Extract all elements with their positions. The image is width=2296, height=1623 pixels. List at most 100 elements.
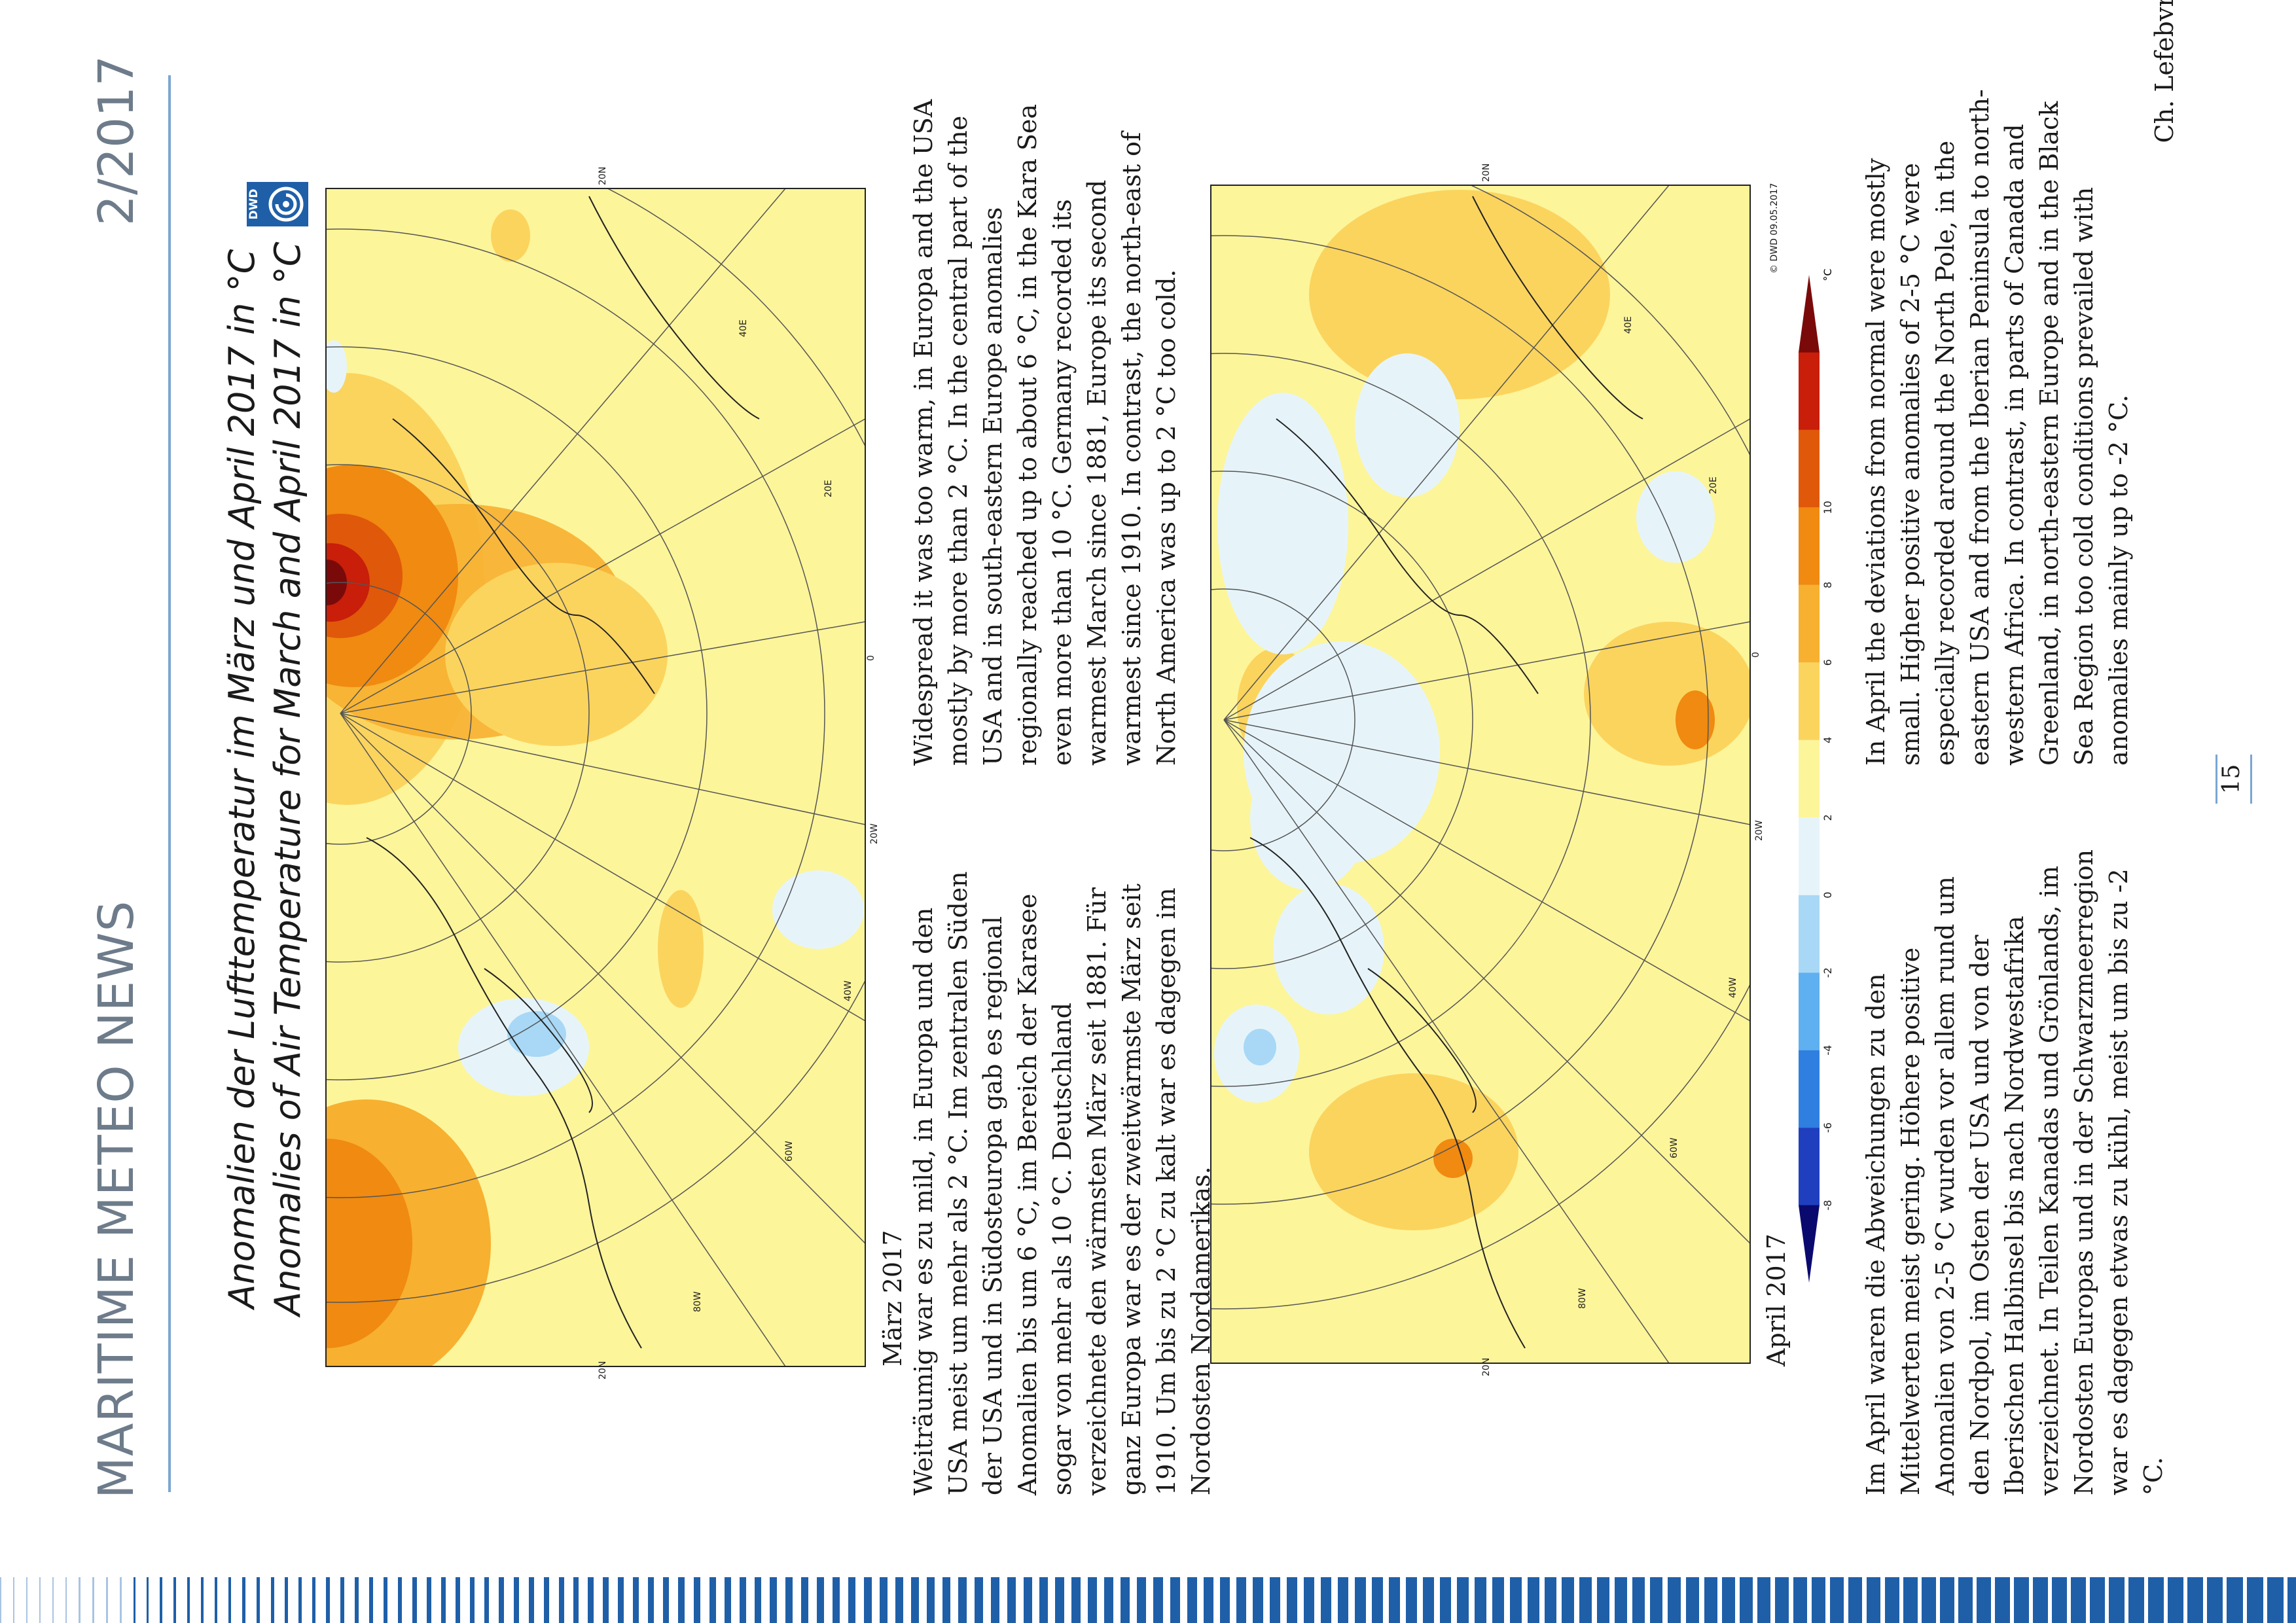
colorbar-tick-label: -6 (1821, 1122, 1834, 1133)
stripe (215, 1577, 217, 1623)
colorbar-tick-label: 8 (1821, 582, 1834, 588)
stripe (1528, 1577, 1539, 1623)
stripe (958, 1577, 967, 1623)
stripe (1704, 1577, 1717, 1623)
stripe (1204, 1577, 1213, 1623)
stripe (2052, 1577, 2067, 1623)
stripe (369, 1577, 373, 1623)
stripe (1071, 1577, 1081, 1623)
stripe (147, 1577, 149, 1623)
march-text-en: Widespread it was too warm, in Europa an… (909, 99, 1181, 766)
stripe (484, 1577, 489, 1623)
stripe (1039, 1577, 1048, 1623)
title-english: Anomalies of Air Temperature for March a… (267, 241, 308, 1316)
stripe (1088, 1577, 1097, 1623)
stripe (355, 1577, 359, 1623)
april-lon-60w: 60W (1669, 1137, 1679, 1158)
stripe (785, 1577, 793, 1623)
stripe (1757, 1577, 1770, 1623)
stripe (1170, 1577, 1180, 1623)
stripe (1545, 1577, 1556, 1623)
stripe (1321, 1577, 1331, 1623)
stripe (1121, 1577, 1130, 1623)
stripe (2187, 1577, 2203, 1623)
stripe (2128, 1577, 2144, 1623)
stripe (633, 1577, 639, 1623)
colorbar-segment (1799, 1050, 1820, 1128)
stripe (1885, 1577, 1899, 1623)
stripe (1830, 1577, 1844, 1623)
stripe (1793, 1577, 1807, 1623)
stripe (1903, 1577, 1918, 1623)
stripe (1510, 1577, 1522, 1623)
stripe (864, 1577, 872, 1623)
stripe (173, 1577, 176, 1623)
march-lat-20n-bottom: 20N (598, 1361, 608, 1380)
colorbar-segment (1799, 507, 1820, 585)
march-lon-0: 0 (866, 655, 876, 661)
stripe (709, 1577, 716, 1623)
stripe (1867, 1577, 1880, 1623)
april-lon-40w: 40W (1728, 977, 1738, 998)
stripe (13, 1577, 14, 1623)
stripe (412, 1577, 417, 1623)
april-lon-20w: 20W (1754, 820, 1765, 841)
stripe (1355, 1577, 1366, 1623)
colorbar-tick-label: 0 (1821, 892, 1834, 899)
stripe (618, 1577, 624, 1623)
decorative-stripes (0, 1577, 2296, 1623)
march-lon-40w: 40W (843, 980, 853, 1001)
stripe (1475, 1577, 1486, 1623)
stripe (991, 1577, 999, 1623)
colorbar-segment (1799, 972, 1820, 1050)
april-lon-0: 0 (1751, 652, 1761, 658)
stripe (1406, 1577, 1417, 1623)
stripe (1686, 1577, 1699, 1623)
stripe (106, 1577, 108, 1623)
stripe (1632, 1577, 1645, 1623)
colorbar-segment (1799, 275, 1820, 353)
march-lon-80w: 80W (692, 1291, 703, 1312)
stripe (975, 1577, 983, 1623)
stripe (1372, 1577, 1383, 1623)
stripe (770, 1577, 777, 1623)
stripe (1187, 1577, 1197, 1623)
stripe (880, 1577, 888, 1623)
stripe (441, 1577, 446, 1623)
stripe (1423, 1577, 1434, 1623)
stripe (2148, 1577, 2164, 1623)
publication-title: MARITIME METEO NEWS (88, 900, 145, 1499)
stripe (326, 1577, 330, 1623)
stripe (2033, 1577, 2048, 1623)
colorbar-segment (1799, 429, 1820, 508)
stripe (2227, 1577, 2243, 1623)
april-text-en: In April the deviations from normal were… (1861, 89, 2133, 766)
stripe (648, 1577, 654, 1623)
stripe (298, 1577, 302, 1623)
stripe (1562, 1577, 1574, 1623)
stripe (1848, 1577, 1862, 1623)
colorbar-segment (1799, 1128, 1820, 1205)
stripe (1958, 1577, 1973, 1623)
stripe (271, 1577, 274, 1623)
stripe (1338, 1577, 1348, 1623)
colorbar-segment (1799, 352, 1820, 430)
stripe (312, 1577, 315, 1623)
stripe (895, 1577, 903, 1623)
stripe (603, 1577, 609, 1623)
stripe (384, 1577, 387, 1623)
logo-text: DWD (247, 189, 260, 220)
stripe (1389, 1577, 1400, 1623)
stripe (740, 1577, 746, 1623)
stripe (1236, 1577, 1246, 1623)
stripe (544, 1577, 549, 1623)
dwd-logo: DWD (247, 182, 308, 226)
stripe (1007, 1577, 1016, 1623)
author: Ch. Lefebvre (2150, 0, 2179, 143)
stripe (242, 1577, 245, 1623)
stripe (1722, 1577, 1735, 1623)
stripe (927, 1577, 935, 1623)
stripe (1940, 1577, 1954, 1623)
stripe (725, 1577, 731, 1623)
stripe (1137, 1577, 1146, 1623)
